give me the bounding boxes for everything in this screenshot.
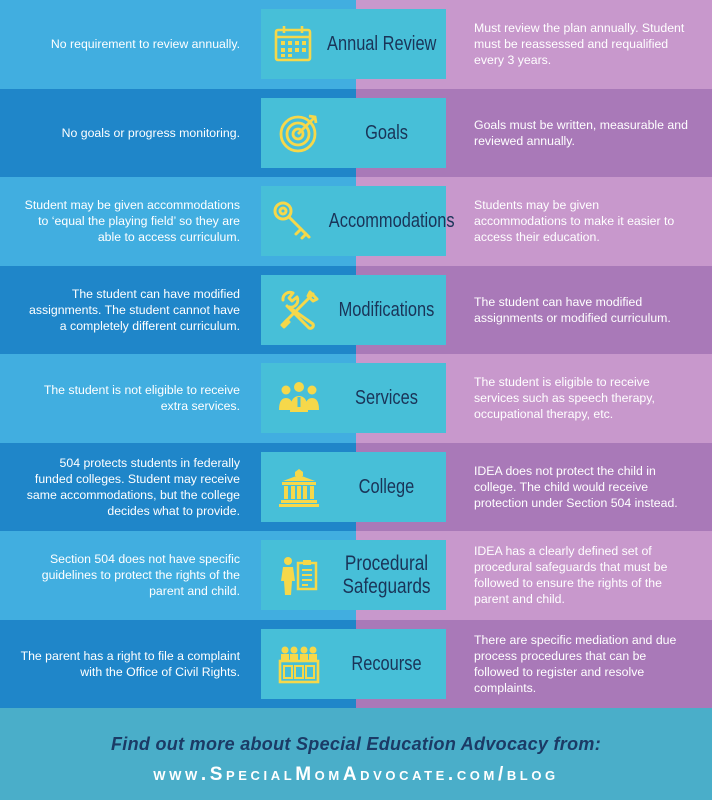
category-label: Annual Review [261,9,446,79]
clipboard-person-icon [271,547,327,603]
right-text: Goals must be written, measurable and re… [474,117,688,148]
category-label: Recourse [261,628,446,699]
left-text: The parent has a right to file a complai… [20,648,240,679]
left-text: No goals or progress monitoring. [61,125,240,140]
category-label-text: Accommodations [328,210,455,232]
footer-url-link[interactable]: www.SpecialMomAdvocate.com/blog [153,764,559,785]
left-text: The student is not eligible to receive e… [43,383,240,414]
row-procedural-safeguards: Section 504 does not have specific guide… [0,531,712,620]
row-goals: No goals or progress monitoring. Goals m… [0,88,712,177]
left-text: Student may be given accommodations to ‘… [24,198,240,245]
calendar-icon [271,16,315,72]
category-label: Goals [261,97,446,168]
tools-icon [271,282,327,338]
category-label-text: Services [355,387,418,409]
target-icon [271,105,327,161]
category-label: Modifications [261,274,446,345]
category-label: Procedural Safeguards [261,540,446,610]
category-label: College [261,451,446,522]
comparison-table: No requirement to review annually. Must … [0,0,712,708]
left-text: No requirement to review annually. [50,37,240,52]
category-label: Services [261,363,446,433]
people-icon [271,370,327,426]
right-text: The student is eligible to receive servi… [474,375,655,422]
right-text: The student can have modified assignment… [474,294,671,325]
right-text: Students may be given accommodations to … [474,198,675,245]
right-text: IDEA does not protect the child in colle… [474,463,678,510]
right-text: Must review the plan annually. Student m… [474,21,685,68]
category-label-text: Goals [365,121,408,144]
right-text: There are specific mediation and due pro… [474,632,677,695]
row-services: The student is not eligible to receive e… [0,354,712,443]
footer-tagline: Find out more about Special Education Ad… [111,734,601,754]
row-accommodations: Student may be given accommodations to ‘… [0,177,712,266]
row-recourse: The parent has a right to file a complai… [0,619,712,708]
category-label-text: Procedural Safeguards [342,552,431,598]
category-label-text: College [358,475,415,498]
category-label: Accommodations [261,186,455,256]
category-label-text: Annual Review [327,33,437,55]
right-text: IDEA has a clearly defined set of proced… [474,544,668,607]
left-text: The student can have modified assignment… [28,286,240,333]
row-college: 504 protects students in federally funde… [0,442,712,531]
left-text: 504 protects students in federally funde… [26,455,240,518]
category-label-text: Recourse [351,652,422,675]
left-text: Section 504 does not have specific guide… [41,552,240,599]
courtroom-icon [271,636,327,692]
building-icon [271,459,327,515]
key-icon [271,193,315,249]
row-modifications: The student can have modified assignment… [0,265,712,354]
footer: Find out more about Special Education Ad… [0,708,712,800]
category-label-text: Modifications [338,298,435,321]
row-annual-review: No requirement to review annually. Must … [0,0,712,89]
